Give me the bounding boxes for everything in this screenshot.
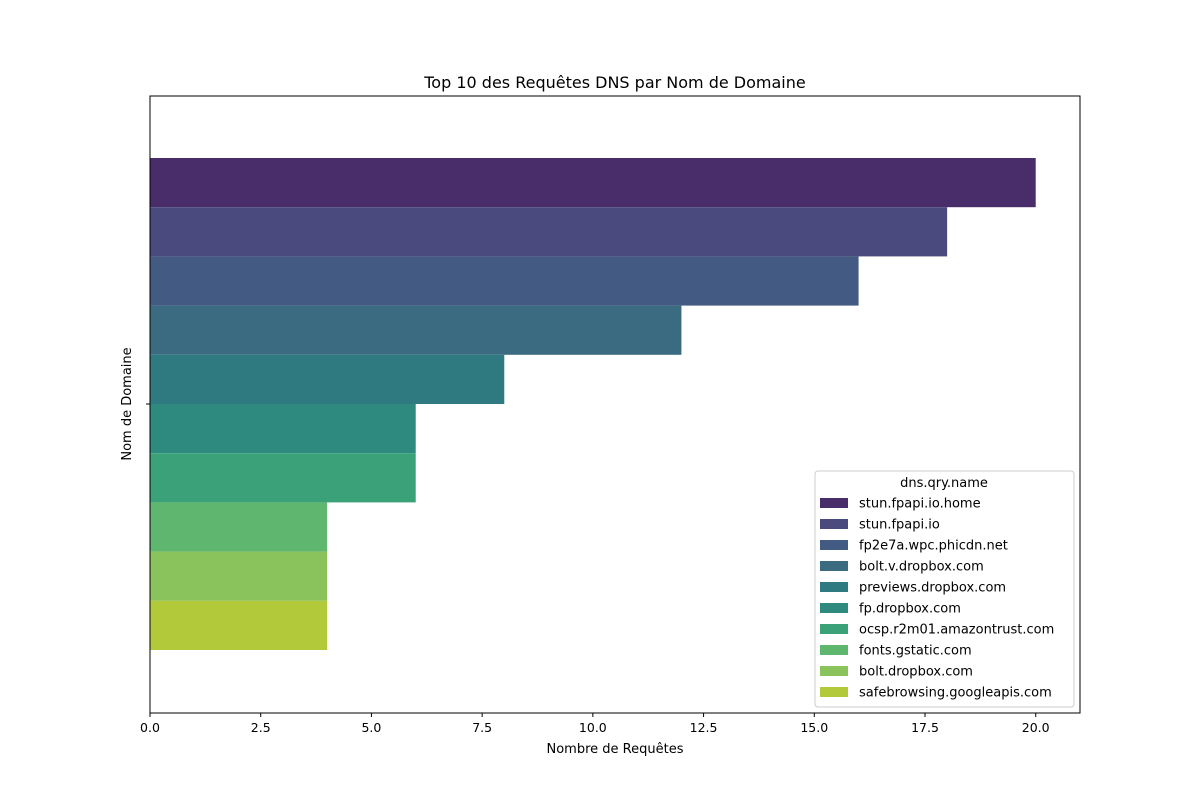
legend-swatch [820,624,848,634]
legend-frame [814,470,1075,708]
x-tick-label: 5.0 [361,720,381,735]
legend-swatch [820,603,848,613]
x-axis: 0.0 2.5 5.0 7.5 10.0 12.5 15.0 17.5 20.0 [140,713,1050,735]
legend-swatch [820,645,848,655]
x-tick-label: 17.5 [911,720,939,735]
bar [150,158,1036,208]
x-tick-label: 0.0 [140,720,160,735]
legend-swatch [820,666,848,676]
legend-label: fp.dropbox.com [859,602,961,617]
x-tick-label: 10.0 [579,720,607,735]
x-tick-label: 15.0 [800,720,828,735]
bar [150,305,682,355]
legend: dns.qry.name stun.fpapi.io.homestun.fpap… [814,470,1075,708]
legend-swatch [820,540,848,550]
bar [150,453,416,503]
legend-swatch [820,498,848,508]
bar [150,207,948,257]
x-axis-label: Nombre de Requêtes [547,742,684,757]
bar [150,354,505,404]
legend-label: previews.dropbox.com [859,581,1006,596]
x-tick-label: 20.0 [1022,720,1050,735]
legend-label: bolt.dropbox.com [859,665,973,680]
x-tick-label: 7.5 [472,720,492,735]
x-tick-label: 2.5 [251,720,271,735]
legend-swatch [820,687,848,697]
y-axis-label: Nom de Domaine [120,347,135,460]
bars-group [150,158,1036,650]
legend-swatch [820,519,848,529]
bar [150,256,859,306]
legend-label: fp2e7a.wpc.phicdn.net [859,539,1008,554]
legend-label: bolt.v.dropbox.com [859,560,984,575]
chart-title: Top 10 des Requêtes DNS par Nom de Domai… [423,73,805,92]
bar [150,502,328,552]
legend-swatch [820,561,848,571]
legend-items: stun.fpapi.io.home stun.fpapi.io fp2e7a.wp… [820,497,1054,701]
legend-label: safebrowsing.googleapis.com [859,686,1052,701]
x-tick-label: 12.5 [690,720,718,735]
legend-label: fonts.gstatic.com [859,644,972,659]
bar [150,551,328,601]
legend-label: stun.fpapi.io.home [859,497,981,512]
legend-label: ocsp.r2m01.amazontrust.com [859,623,1054,638]
legend-swatch [820,582,848,592]
legend-label: stun.fpapi.io [859,518,940,533]
bar [150,404,416,454]
bar [150,600,328,650]
legend-title: dns.qry.name [900,476,988,491]
